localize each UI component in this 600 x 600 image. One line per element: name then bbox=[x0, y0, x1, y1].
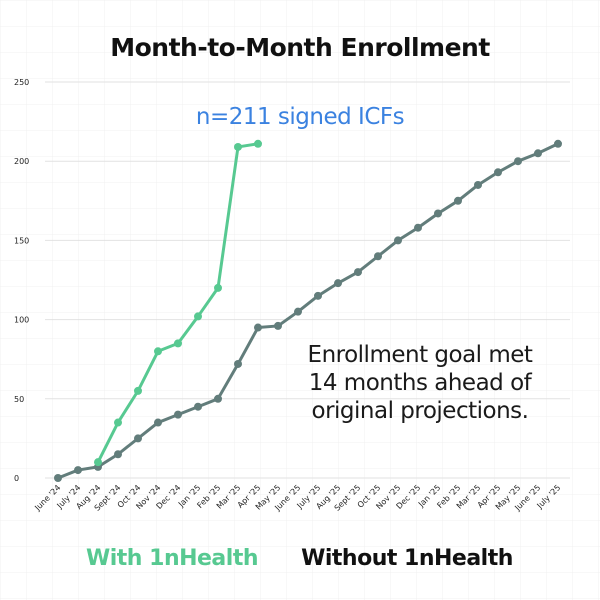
note: 14 months ahead of bbox=[309, 370, 533, 396]
data-point bbox=[114, 418, 122, 427]
data-point bbox=[194, 312, 202, 321]
data-point bbox=[394, 236, 402, 245]
data-point bbox=[154, 418, 162, 427]
data-point bbox=[294, 307, 302, 316]
data-point bbox=[314, 291, 322, 300]
data-point bbox=[254, 139, 262, 148]
y-tick-label: 200 bbox=[14, 157, 29, 166]
data-point bbox=[74, 466, 82, 475]
note: Enrollment goal met bbox=[308, 342, 533, 368]
data-point bbox=[214, 394, 222, 403]
data-point bbox=[134, 434, 142, 443]
data-point bbox=[174, 410, 182, 419]
data-point bbox=[194, 402, 202, 411]
y-tick-label: 0 bbox=[14, 474, 19, 483]
data-point bbox=[414, 223, 422, 232]
data-point bbox=[174, 339, 182, 348]
data-point bbox=[274, 321, 282, 330]
y-tick-label: 250 bbox=[14, 78, 29, 87]
data-point bbox=[134, 386, 142, 395]
chart-title: Month-to-Month Enrollment bbox=[110, 33, 490, 62]
data-point bbox=[214, 283, 222, 292]
data-point bbox=[494, 168, 502, 177]
plot bbox=[54, 139, 562, 482]
data-point bbox=[474, 180, 482, 189]
data-point bbox=[94, 458, 102, 467]
data-point bbox=[434, 209, 442, 218]
data-point bbox=[254, 323, 262, 332]
y-tick-label: 100 bbox=[14, 316, 29, 325]
data-point bbox=[454, 196, 462, 205]
y-tick-label: 50 bbox=[14, 395, 24, 404]
data-point bbox=[374, 252, 382, 261]
note: original projections. bbox=[312, 398, 529, 424]
data-point bbox=[354, 268, 362, 277]
data-point bbox=[234, 142, 242, 151]
y-tick-label: 150 bbox=[14, 236, 29, 245]
data-point bbox=[54, 474, 62, 482]
data-point bbox=[554, 139, 562, 148]
legend-entry: Without 1nHealth bbox=[301, 546, 513, 571]
data-point bbox=[114, 450, 122, 459]
data-point bbox=[514, 157, 522, 166]
data-point bbox=[154, 347, 162, 356]
data-point bbox=[534, 149, 542, 158]
data-point bbox=[234, 359, 242, 368]
data-point bbox=[334, 279, 342, 288]
annotation: n=211 signed ICFs bbox=[196, 104, 404, 130]
legend-entry: With 1nHealth bbox=[86, 546, 258, 571]
series-line bbox=[57, 142, 559, 480]
